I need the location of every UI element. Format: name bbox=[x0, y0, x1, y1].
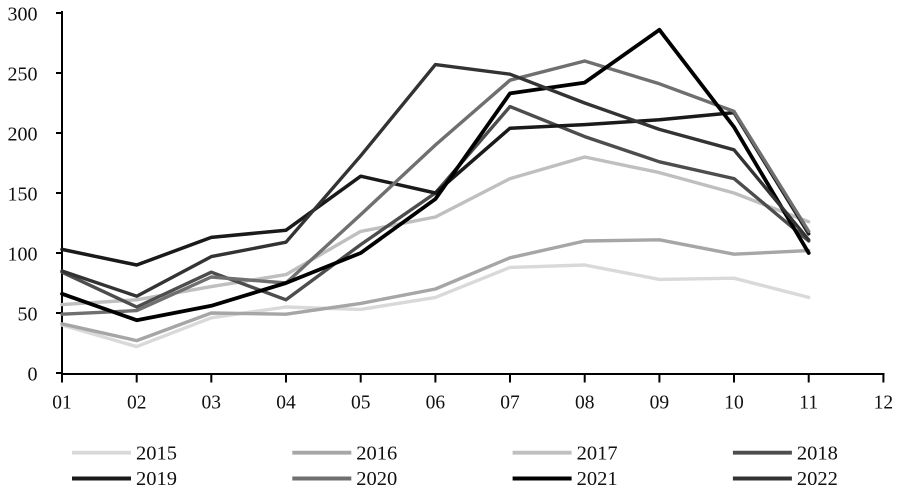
svg-text:100: 100 bbox=[8, 244, 38, 266]
svg-text:2017: 2017 bbox=[577, 442, 618, 464]
svg-text:300: 300 bbox=[8, 4, 38, 26]
svg-text:2016: 2016 bbox=[356, 442, 397, 464]
svg-text:01: 01 bbox=[52, 393, 72, 414]
svg-text:2015: 2015 bbox=[136, 442, 177, 464]
svg-text:2020: 2020 bbox=[356, 468, 397, 490]
svg-text:02: 02 bbox=[127, 393, 147, 414]
svg-text:11: 11 bbox=[799, 393, 818, 414]
svg-text:250: 250 bbox=[8, 64, 38, 86]
svg-text:0: 0 bbox=[28, 364, 38, 386]
svg-text:03: 03 bbox=[202, 393, 222, 414]
svg-text:12: 12 bbox=[874, 393, 894, 414]
svg-text:2018: 2018 bbox=[797, 442, 838, 464]
svg-text:200: 200 bbox=[8, 124, 38, 146]
svg-text:08: 08 bbox=[575, 393, 595, 414]
svg-text:09: 09 bbox=[650, 393, 670, 414]
svg-text:05: 05 bbox=[351, 393, 371, 414]
svg-text:07: 07 bbox=[500, 393, 520, 414]
svg-text:50: 50 bbox=[18, 304, 38, 326]
svg-text:04: 04 bbox=[276, 393, 296, 414]
svg-text:06: 06 bbox=[426, 393, 446, 414]
svg-text:2019: 2019 bbox=[136, 468, 177, 490]
svg-text:150: 150 bbox=[8, 184, 38, 206]
svg-text:10: 10 bbox=[724, 393, 744, 414]
svg-text:2021: 2021 bbox=[577, 468, 618, 490]
svg-text:2022: 2022 bbox=[797, 468, 838, 490]
